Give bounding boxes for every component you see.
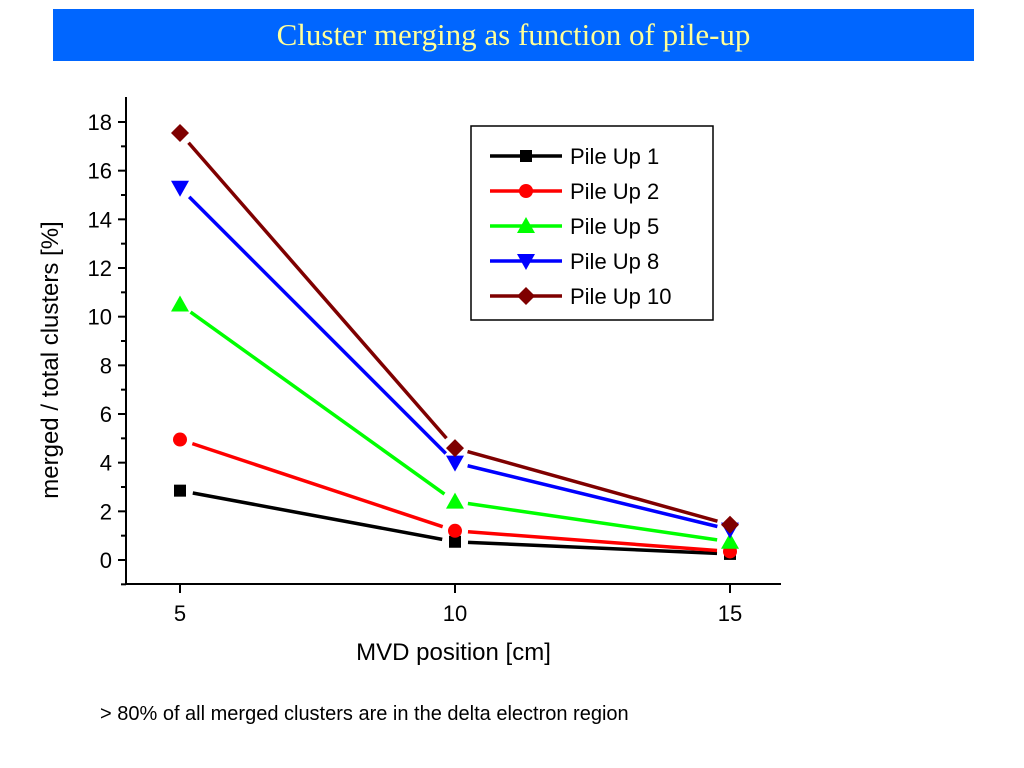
y-tick-label: 8	[100, 353, 112, 378]
legend-swatch-marker	[519, 184, 533, 198]
y-tick-label: 2	[100, 499, 112, 524]
y-tick-label: 6	[100, 402, 112, 427]
x-tick-label: 10	[443, 601, 467, 626]
series-line-segment	[191, 441, 444, 529]
series-line-segment	[467, 540, 718, 556]
legend: Pile Up 1 Pile Up 2 Pile Up 5 Pile Up 8 Pile…	[470, 125, 714, 321]
data-point	[446, 455, 464, 472]
series-line-segment	[467, 501, 718, 542]
y-tick-label: 16	[88, 159, 112, 184]
data-point	[721, 515, 739, 534]
series-line-segment	[467, 464, 718, 529]
legend-swatch-marker	[517, 287, 535, 305]
series-line-segment	[187, 195, 448, 455]
data-point	[446, 439, 464, 458]
legend-label: Pile Up 1	[570, 144, 659, 169]
y-axis-label: merged / total clusters [%]	[37, 221, 64, 498]
legend-label: Pile Up 10	[570, 284, 672, 309]
legend-label: Pile Up 5	[570, 214, 659, 239]
legend-swatch-marker	[517, 217, 535, 233]
data-point	[174, 484, 186, 497]
x-axis-label: MVD position [cm]	[356, 639, 551, 666]
series-markers	[171, 123, 739, 560]
y-tick-label: 0	[100, 548, 112, 573]
x-tick-label: 5	[174, 601, 186, 626]
legend-swatch-marker	[520, 150, 532, 162]
y-tick-label: 12	[88, 256, 112, 281]
series-line-segment	[192, 491, 443, 542]
data-point	[171, 180, 189, 197]
legend-label: Pile Up 8	[570, 249, 659, 274]
data-point	[173, 432, 187, 447]
legend-swatch-marker	[517, 254, 535, 270]
slide-caption: > 80% of all merged clusters are in the …	[100, 703, 629, 725]
data-point	[449, 535, 461, 548]
series-line-segment	[189, 310, 446, 496]
data-point	[171, 295, 189, 312]
y-tick-label: 18	[88, 110, 112, 135]
data-point	[446, 492, 464, 509]
series-line-segment	[467, 530, 718, 553]
y-tick-label: 10	[88, 305, 112, 330]
axes: 0 2 4 6 8 10 12 14 16 18 5 10 15 MVD position [cm] mer…	[37, 97, 781, 666]
series-line-segment	[467, 449, 718, 523]
slide-title: Cluster merging as function of pile-up	[276, 17, 751, 52]
series-lines	[187, 141, 718, 556]
legend-label: Pile Up 2	[570, 179, 659, 204]
data-point	[721, 532, 739, 549]
slide-title-bar: Cluster merging as function of pile-up	[53, 9, 974, 61]
y-tick-label: 14	[88, 207, 112, 232]
y-tick-label: 4	[100, 451, 112, 476]
x-tick-label: 15	[718, 601, 742, 626]
series-line-segment	[187, 141, 448, 440]
data-point	[171, 123, 189, 142]
legend-box	[470, 125, 714, 321]
data-point	[448, 523, 462, 538]
